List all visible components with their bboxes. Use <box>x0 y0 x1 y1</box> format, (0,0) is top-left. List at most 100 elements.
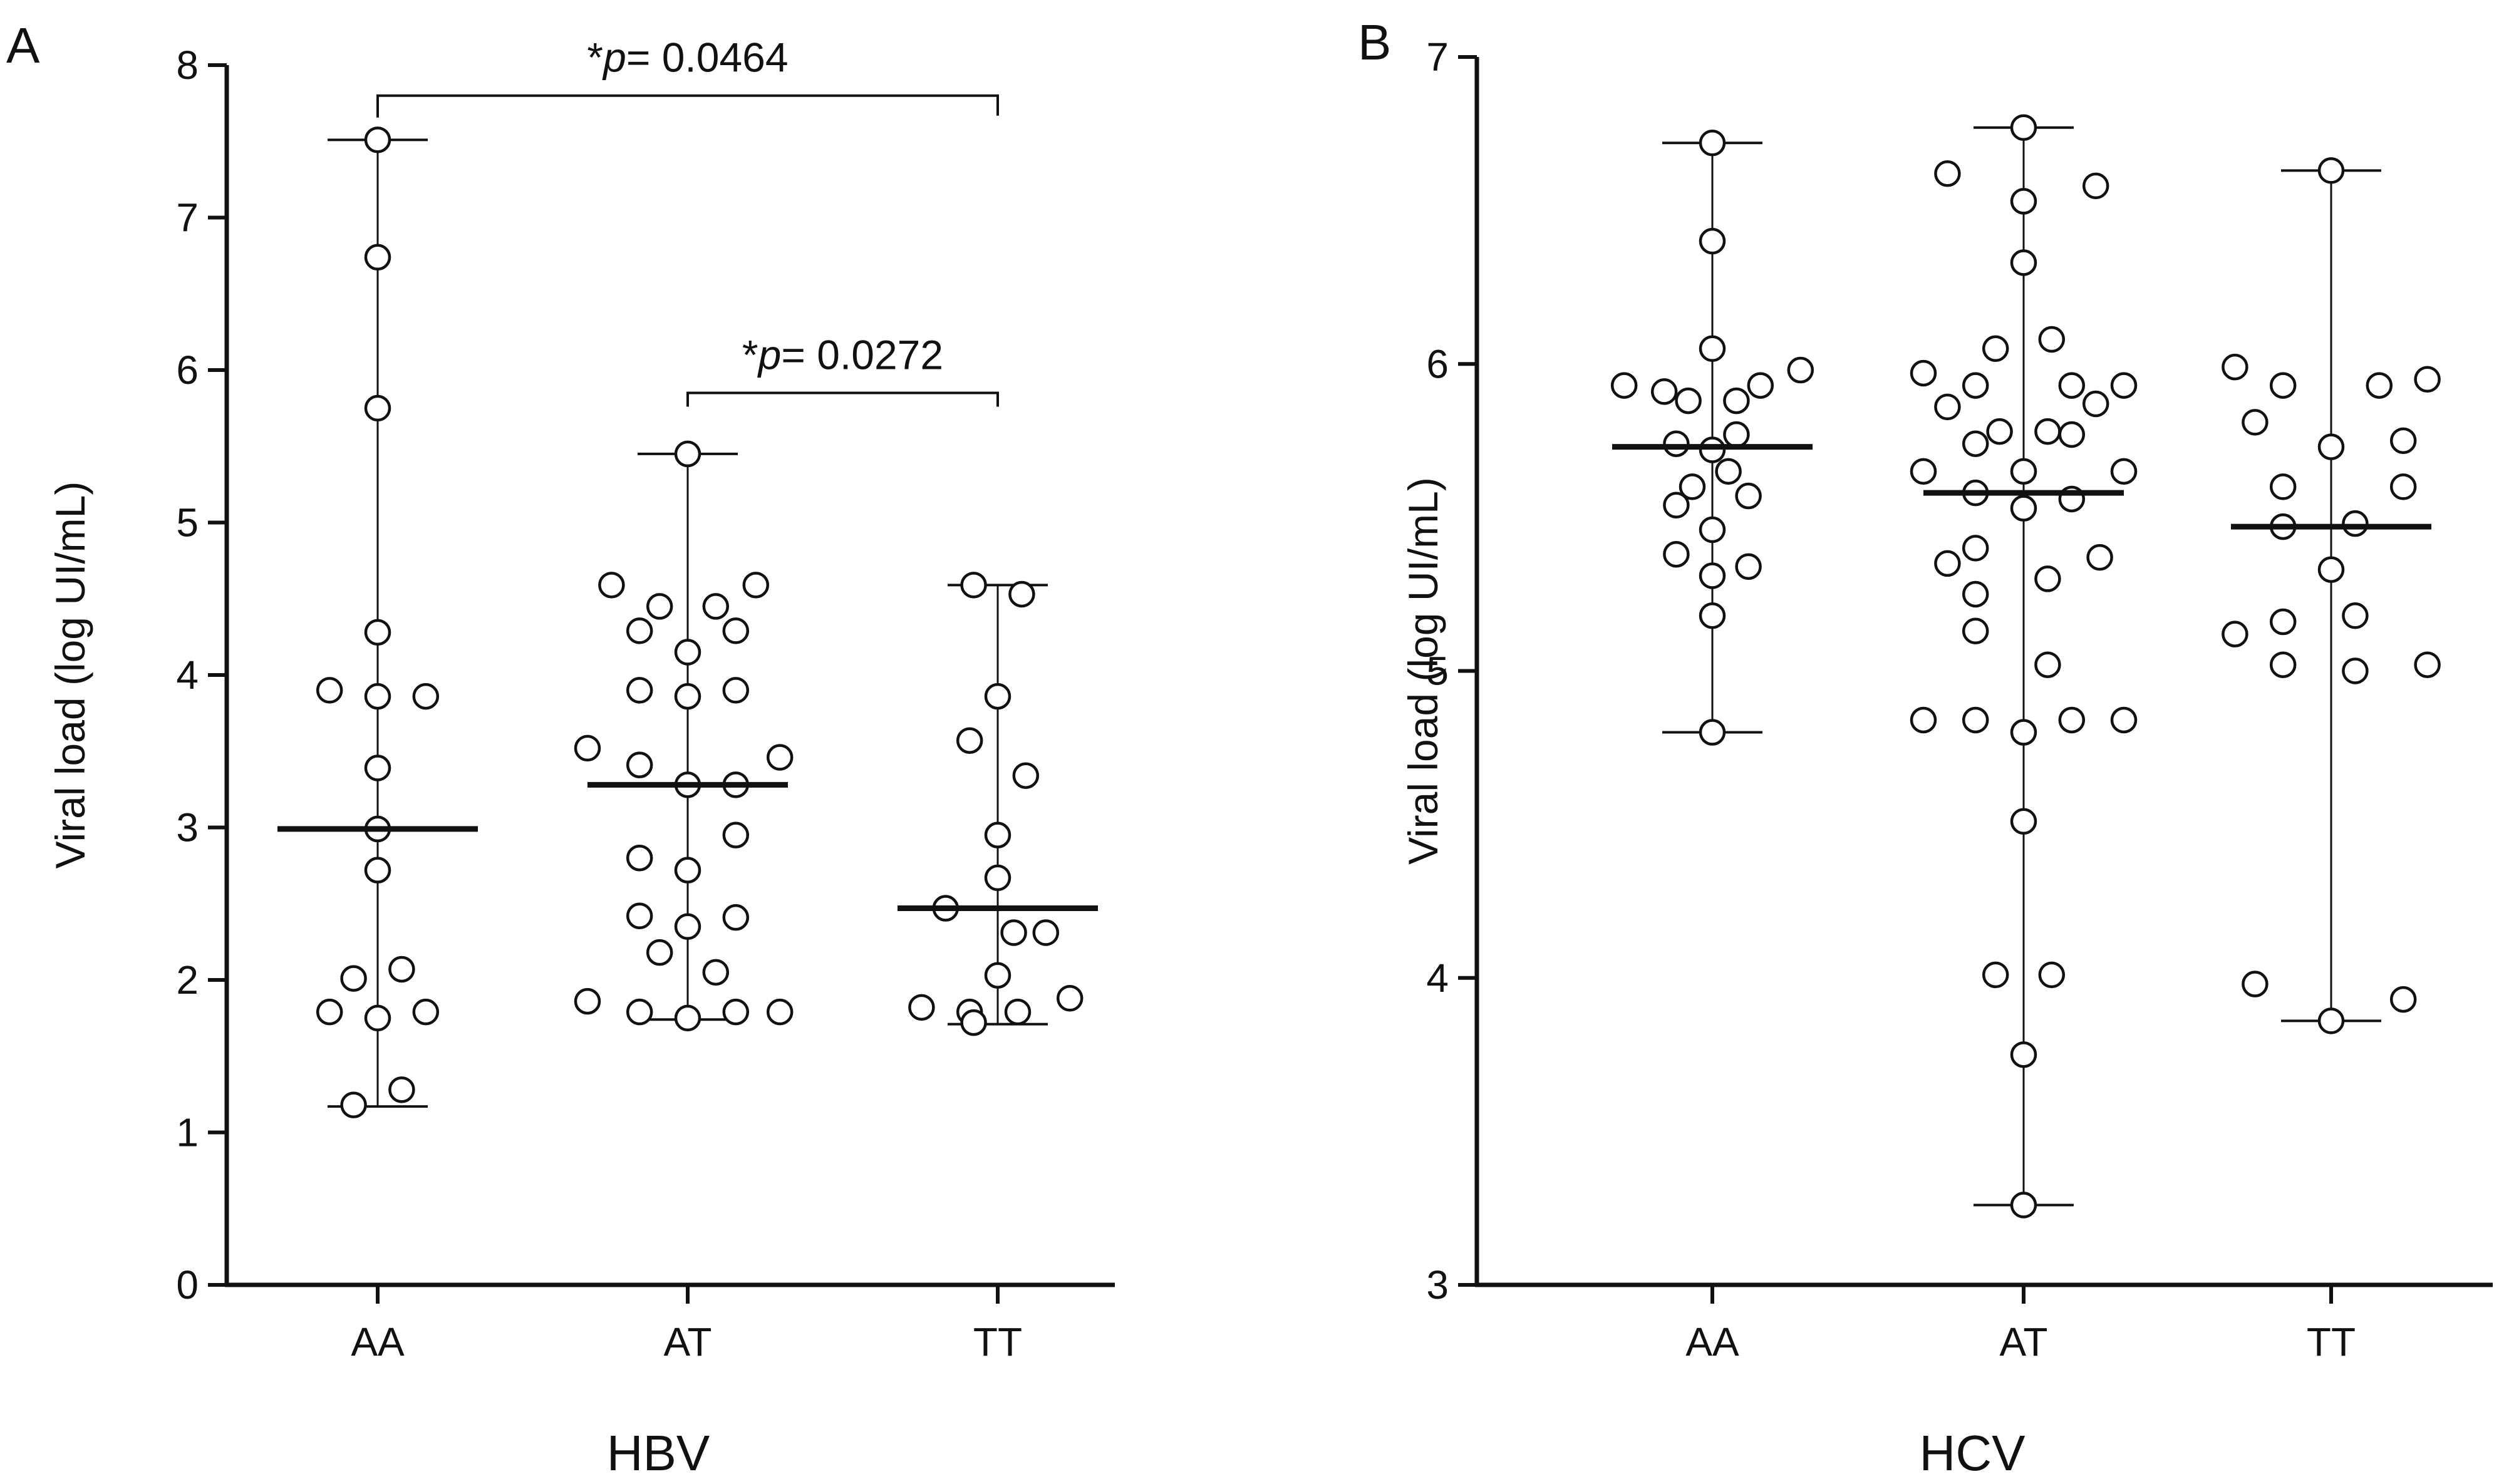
data-point <box>388 956 415 983</box>
data-point <box>2342 510 2369 537</box>
data-point <box>1663 430 1690 457</box>
data-point <box>1962 372 1989 399</box>
data-point <box>1910 458 1937 485</box>
data-point <box>1699 335 1726 362</box>
data-point <box>984 822 1011 848</box>
data-point <box>364 1004 391 1032</box>
x-tick-label-tt: TT <box>2307 1319 2356 1364</box>
data-point <box>1699 719 1726 746</box>
data-point <box>2010 495 2037 522</box>
data-point <box>646 593 673 620</box>
y-tick-label: 3 <box>176 805 199 850</box>
data-point <box>2010 188 2037 215</box>
data-point <box>1610 372 1638 399</box>
data-point <box>2010 114 2037 142</box>
data-point <box>2082 390 2109 418</box>
data-point <box>766 998 794 1026</box>
x-tick-label-tt: TT <box>973 1319 1022 1364</box>
p-symbol: p <box>757 332 782 378</box>
panel-label: B <box>1358 14 1391 70</box>
p-symbol: p <box>602 34 626 81</box>
data-point <box>674 913 701 940</box>
data-point <box>1675 387 1702 415</box>
data-point <box>1663 540 1690 568</box>
data-point <box>340 1091 367 1118</box>
data-point <box>2269 651 2297 678</box>
data-point <box>646 939 673 966</box>
data-point <box>674 639 701 666</box>
p-value: = 0.0464 <box>626 34 789 81</box>
data-point <box>984 864 1011 892</box>
group-at <box>574 440 794 1032</box>
data-point <box>1004 998 1032 1026</box>
data-point <box>412 683 440 710</box>
x-tick-label-aa: AA <box>351 1319 405 1364</box>
data-point <box>1715 458 1742 485</box>
data-point <box>2414 651 2441 678</box>
y-tick-label: 5 <box>1426 649 1449 694</box>
data-point <box>2414 366 2441 393</box>
data-point <box>722 617 750 644</box>
data-point <box>2086 544 2113 571</box>
significance-star: * <box>742 332 758 378</box>
data-point <box>2242 409 2269 436</box>
data-point <box>1962 580 1989 608</box>
p-value-label: *p= 0.0464 <box>587 34 788 81</box>
data-point <box>1723 421 1750 448</box>
y-tick-label: 5 <box>176 500 199 545</box>
data-point <box>1962 706 1989 734</box>
data-point <box>722 677 750 704</box>
bracket-line <box>376 94 999 118</box>
data-point <box>2034 565 2061 592</box>
data-point <box>984 683 1011 710</box>
data-point <box>598 572 625 599</box>
data-point <box>1962 430 1989 457</box>
data-point <box>1747 372 1774 399</box>
data-point <box>766 744 794 771</box>
data-point <box>674 440 701 468</box>
data-point <box>364 683 391 710</box>
data-point <box>702 593 730 620</box>
y-tick-label: 8 <box>176 43 199 88</box>
x-axis-title: HCV <box>1920 1425 2026 1481</box>
data-point <box>574 987 601 1015</box>
data-point <box>2058 421 2086 448</box>
data-point <box>574 734 601 762</box>
data-point <box>2010 1192 2037 1219</box>
p-value: = 0.0272 <box>781 332 943 378</box>
data-point <box>1735 482 1762 510</box>
data-point <box>626 998 653 1026</box>
y-axis-title: Viral load (log UI/mL) <box>1400 477 1446 865</box>
data-point <box>722 904 750 931</box>
group-aa <box>277 126 478 1118</box>
group-tt <box>898 572 1098 1036</box>
data-point <box>1934 160 1961 187</box>
data-point <box>316 677 343 704</box>
data-point <box>1982 961 2009 989</box>
y-tick-label: 6 <box>176 348 199 393</box>
data-point <box>742 572 770 599</box>
data-point <box>364 394 391 422</box>
significance-bracket: *p= 0.0272 <box>686 332 999 407</box>
data-point <box>1012 762 1040 789</box>
panel-hcv: B 3 4 5 6 7 AA AT TT HCV Viral load (log UI/mL) <box>1358 14 2493 1481</box>
data-point <box>1910 706 1937 734</box>
data-point <box>956 727 983 754</box>
group-aa <box>1610 130 1814 746</box>
y-tick-label: 4 <box>1426 956 1449 1001</box>
data-point <box>960 1009 987 1036</box>
data-point <box>2242 971 2269 997</box>
data-point <box>1699 562 1726 589</box>
y-tick-label: 6 <box>1426 341 1449 386</box>
group-at <box>1910 114 2138 1219</box>
data-point <box>2389 427 2417 455</box>
y-axis-title: Viral load (log UI/mL) <box>47 482 93 869</box>
data-point <box>1934 550 1961 577</box>
data-point <box>2010 1041 2037 1068</box>
x-tick-label-at: AT <box>663 1319 711 1364</box>
data-point <box>2038 961 2066 989</box>
p-value-label: *p= 0.0272 <box>742 332 943 378</box>
data-point <box>1000 919 1027 946</box>
data-point <box>316 998 343 1026</box>
